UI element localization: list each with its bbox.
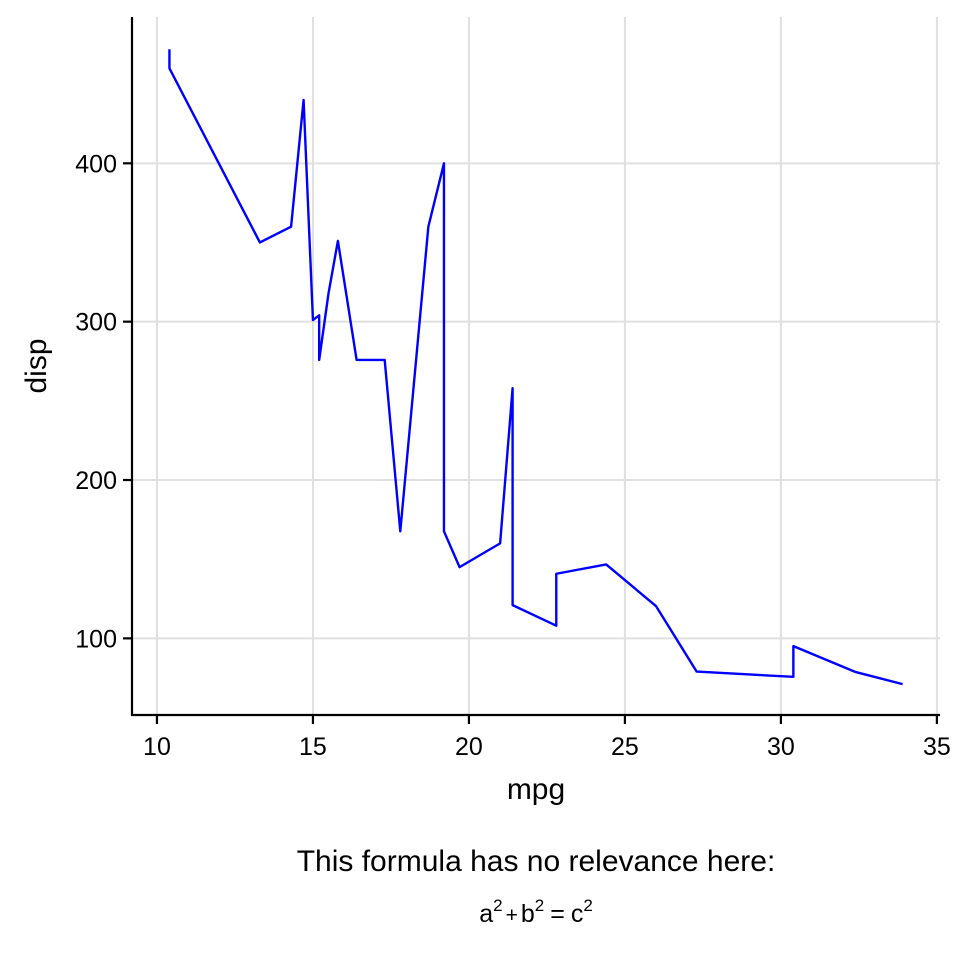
x-axis-title: mpg xyxy=(507,773,565,806)
data-point xyxy=(312,319,314,321)
data-point xyxy=(459,566,461,568)
data-point xyxy=(512,387,514,389)
data-point xyxy=(318,359,320,361)
axes xyxy=(123,17,940,724)
data-point xyxy=(303,99,305,101)
data-point xyxy=(169,48,171,50)
data-point xyxy=(792,645,794,647)
data-point xyxy=(605,564,607,566)
data-point xyxy=(337,240,339,242)
formula-b-exponent: 2 xyxy=(535,896,544,915)
data-point xyxy=(384,359,386,361)
caption-formula: a2 + b2 = c2 xyxy=(479,896,593,928)
data-point xyxy=(259,242,261,244)
y-tick-label: 400 xyxy=(75,150,117,178)
data-point xyxy=(443,530,445,532)
data-point xyxy=(512,604,514,606)
data-point xyxy=(902,683,904,685)
data-point xyxy=(696,671,698,673)
data-point xyxy=(499,542,501,544)
x-tick-label: 30 xyxy=(767,733,795,761)
data-point xyxy=(427,226,429,228)
y-tick-label: 200 xyxy=(75,467,117,495)
data-point xyxy=(792,676,794,678)
tick-labels: 10 15 20 25 30 35 100 200 300 400 xyxy=(75,150,951,761)
y-tick-label: 100 xyxy=(75,625,117,653)
data-point xyxy=(290,226,292,228)
series-layer xyxy=(168,48,904,686)
data-point xyxy=(443,162,445,164)
y-tick-label: 300 xyxy=(75,309,117,337)
grid-lines xyxy=(132,17,940,715)
x-tick-label: 20 xyxy=(455,733,483,761)
data-point xyxy=(399,530,401,532)
data-point xyxy=(169,67,171,69)
data-point xyxy=(655,605,657,607)
x-tick-label: 25 xyxy=(611,733,639,761)
y-axis-title: disp xyxy=(20,338,53,393)
x-tick-label: 35 xyxy=(923,733,951,761)
formula-b: b xyxy=(521,900,535,928)
series-line xyxy=(168,49,903,686)
data-point xyxy=(328,292,330,294)
formula-plus: + xyxy=(506,904,518,927)
formula-c: c xyxy=(571,900,584,928)
x-tick-label: 15 xyxy=(299,733,327,761)
formula-c-exponent: 2 xyxy=(583,896,592,915)
formula-a: a xyxy=(479,900,493,928)
x-tick-label: 10 xyxy=(143,733,171,761)
caption-text: This formula has no relevance here: xyxy=(297,845,776,878)
data-point xyxy=(555,573,557,575)
data-point xyxy=(555,625,557,627)
formula-equals: = xyxy=(550,900,565,928)
data-point xyxy=(318,314,320,316)
formula-a-exponent: 2 xyxy=(493,896,502,915)
data-point xyxy=(356,359,358,361)
data-point xyxy=(855,671,857,673)
